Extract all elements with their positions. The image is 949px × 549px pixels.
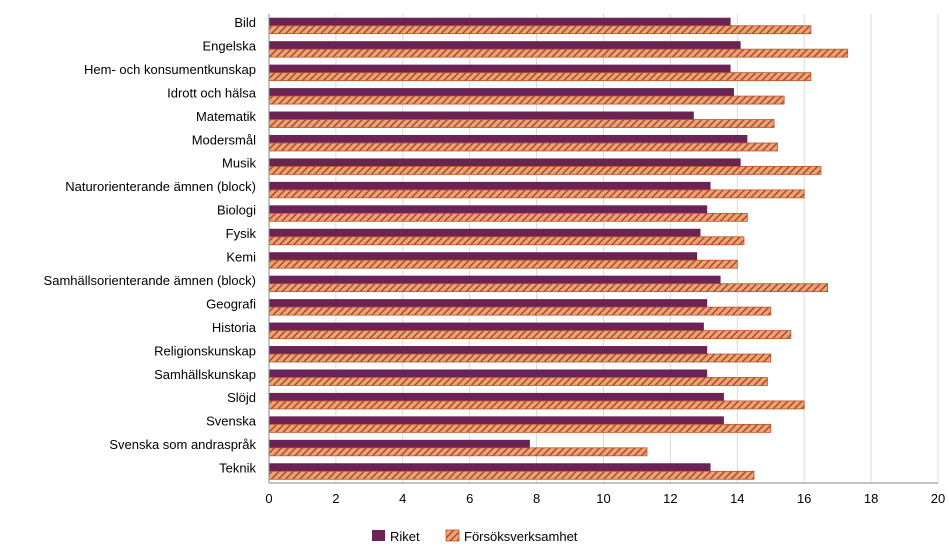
bar-forsoksverksamhet <box>268 189 805 199</box>
bar-riket <box>269 463 711 472</box>
bar-forsoksverksamhet <box>268 236 745 246</box>
bar-riket <box>269 41 741 50</box>
category-label: Kemi <box>226 250 256 265</box>
bar-forsoksverksamhet <box>268 72 812 82</box>
bar-forsoksverksamhet <box>268 25 812 35</box>
category-label: Engelska <box>203 38 257 53</box>
bar-riket <box>269 205 708 214</box>
bar-riket <box>269 275 721 284</box>
bar-forsoksverksamhet <box>268 48 849 58</box>
bar-forsoksverksamhet <box>268 306 772 316</box>
bar-riket <box>269 181 711 190</box>
bar-forsoksverksamhet <box>268 447 648 457</box>
bar-riket <box>269 228 701 237</box>
category-label: Musik <box>222 156 256 171</box>
bar-riket <box>269 439 530 448</box>
category-label: Naturorienterande ämnen (block) <box>65 179 256 194</box>
bar-forsoksverksamhet <box>268 166 822 175</box>
bar-riket <box>269 369 708 378</box>
bar-riket <box>269 322 704 331</box>
category-label: Fysik <box>226 226 257 241</box>
category-label: Samhällsorienterande ämnen (block) <box>44 273 256 288</box>
bar-riket <box>269 17 731 26</box>
x-tick-label: 4 <box>399 491 406 506</box>
category-label: Geografi <box>206 296 256 311</box>
bar-forsoksverksamhet <box>268 353 772 363</box>
bar-forsoksverksamhet <box>268 95 785 105</box>
x-tick-label: 8 <box>533 491 540 506</box>
bar-forsoksverksamhet <box>268 470 755 480</box>
bar-riket <box>269 64 731 73</box>
category-label: Svenska som andraspråk <box>109 437 256 452</box>
legend-label-riket: Riket <box>390 529 420 544</box>
legend-label-forsoksverksamhet: Försöksverksamhet <box>464 529 578 544</box>
bar-riket <box>269 134 748 143</box>
bar-riket <box>269 158 741 167</box>
bar-forsoksverksamhet <box>268 377 768 386</box>
x-tick-label: 14 <box>730 491 744 506</box>
x-tick-label: 6 <box>466 491 473 506</box>
bars <box>268 17 849 480</box>
category-label: Slöjd <box>227 390 256 405</box>
bar-riket <box>269 252 698 261</box>
category-label: Matematik <box>196 109 256 124</box>
legend-swatch-forsoksverksamhet <box>445 529 460 542</box>
gridlines <box>335 14 939 483</box>
category-label: Svenska <box>206 414 257 429</box>
legend-swatch-riket <box>372 530 385 541</box>
bar-forsoksverksamhet <box>268 142 778 152</box>
x-tick-label: 16 <box>797 491 811 506</box>
category-label: Biologi <box>217 203 256 218</box>
category-label: Samhällskunskap <box>154 367 256 382</box>
category-label: Teknik <box>219 461 256 476</box>
category-label: Historia <box>212 320 257 335</box>
x-tick-label: 10 <box>596 491 610 506</box>
bar-forsoksverksamhet <box>268 423 772 433</box>
category-label: Religionskunskap <box>154 343 256 358</box>
x-tick-label: 12 <box>663 491 677 506</box>
category-label: Hem- och konsumentkunskap <box>84 62 256 77</box>
category-label: Modersmål <box>192 132 256 147</box>
bar-riket <box>269 346 708 355</box>
bar-riket <box>269 392 724 401</box>
x-tick-label: 2 <box>332 491 339 506</box>
bar-riket <box>269 299 708 308</box>
axes: 0 2 4 6 8 10 12 14 16 18 20 Bild Engelska Hem- och ko… <box>44 14 945 506</box>
x-tick-label: 18 <box>864 491 878 506</box>
x-tick-label: 20 <box>931 491 945 506</box>
bar-forsoksverksamhet <box>268 119 775 128</box>
bar-riket <box>269 88 734 97</box>
bar-forsoksverksamhet <box>268 259 738 269</box>
bar-forsoksverksamhet <box>268 330 792 339</box>
bar-forsoksverksamhet <box>268 400 805 410</box>
bar-forsoksverksamhet <box>268 212 748 222</box>
bar-forsoksverksamhet <box>268 283 829 293</box>
legend: Riket Försöksverksamhet <box>372 529 578 544</box>
bar-riket <box>269 111 694 120</box>
bar-riket <box>269 416 724 425</box>
category-label: Bild <box>234 15 256 30</box>
category-label: Idrott och hälsa <box>167 85 257 100</box>
x-tick-label: 0 <box>265 491 272 506</box>
